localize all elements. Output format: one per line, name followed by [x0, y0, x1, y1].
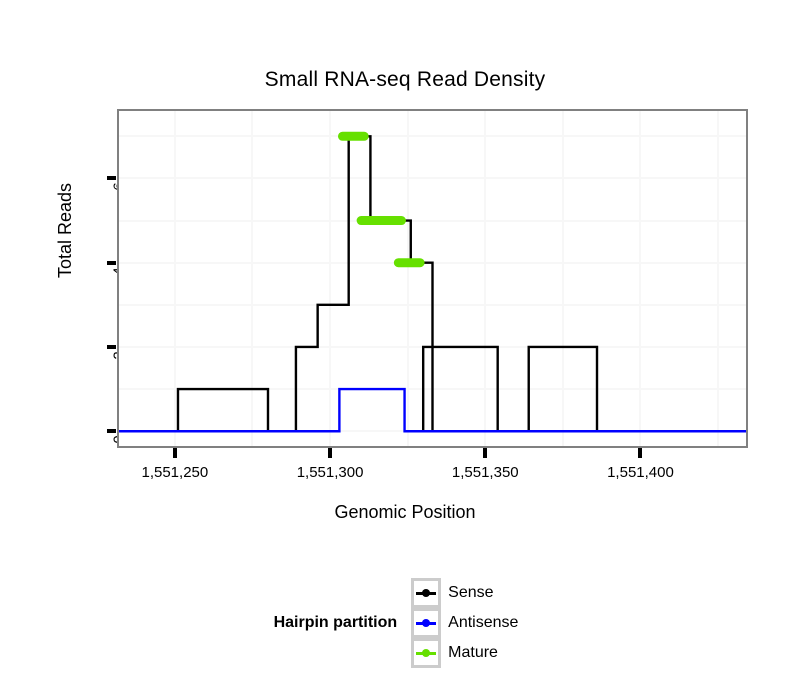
y-tick-mark	[107, 176, 116, 181]
x-axis-title: Genomic Position	[334, 502, 476, 522]
gridline-vertical	[561, 111, 564, 446]
gridline-vertical	[251, 111, 254, 446]
legend-label: Antisense	[448, 614, 519, 631]
series-line-antisense	[119, 389, 746, 431]
y-tick-mark	[107, 344, 116, 349]
legend-key-dot	[422, 649, 431, 657]
gridline-vertical	[329, 111, 332, 446]
legend: Hairpin partition Sense Antisense Mature	[0, 578, 810, 668]
plot-series-svg	[119, 111, 746, 446]
chart-title: Small RNA-seq Read Density	[264, 68, 546, 91]
gridline-horizontal	[119, 135, 746, 138]
legend-label: Mature	[448, 644, 498, 661]
x-tick-mark	[172, 448, 177, 458]
plot-area	[119, 111, 746, 446]
legend-item-mature[interactable]: Mature	[411, 638, 528, 668]
y-tick-mark	[107, 260, 116, 265]
x-tick-label: 1,551,300	[296, 464, 364, 481]
gridline-horizontal	[119, 219, 746, 222]
legend-key-sense-icon	[411, 578, 442, 608]
legend-items: Sense Antisense Mature	[411, 578, 536, 668]
x-tick-mark	[483, 448, 488, 458]
gridline-vertical	[406, 111, 409, 446]
legend-key-dot	[422, 589, 431, 597]
legend-title: Hairpin partition	[273, 614, 398, 631]
x-tick-label: 1,551,400	[607, 464, 674, 481]
gridline-vertical	[484, 111, 487, 446]
x-tick-label: 1,551,350	[451, 464, 519, 481]
legend-label: Sense	[448, 584, 494, 601]
y-axis-title: Total Reads	[55, 182, 75, 278]
x-tick-mark	[328, 448, 333, 458]
series-line-sense	[119, 136, 746, 431]
x-tick-mark	[638, 448, 643, 458]
gridline-vertical	[639, 111, 642, 446]
legend-key-antisense-icon	[411, 608, 442, 638]
legend-key-mature-icon	[411, 638, 442, 668]
y-tick-mark	[107, 429, 116, 434]
gridline-vertical	[173, 111, 176, 446]
plot-panel	[117, 109, 748, 448]
gridline-vertical	[717, 111, 720, 446]
x-tick-label: 1,551,250	[141, 464, 209, 481]
gridline-horizontal	[119, 177, 746, 180]
legend-item-antisense[interactable]: Antisense	[411, 608, 528, 638]
legend-item-sense[interactable]: Sense	[411, 578, 528, 608]
legend-key-dot	[422, 619, 431, 627]
